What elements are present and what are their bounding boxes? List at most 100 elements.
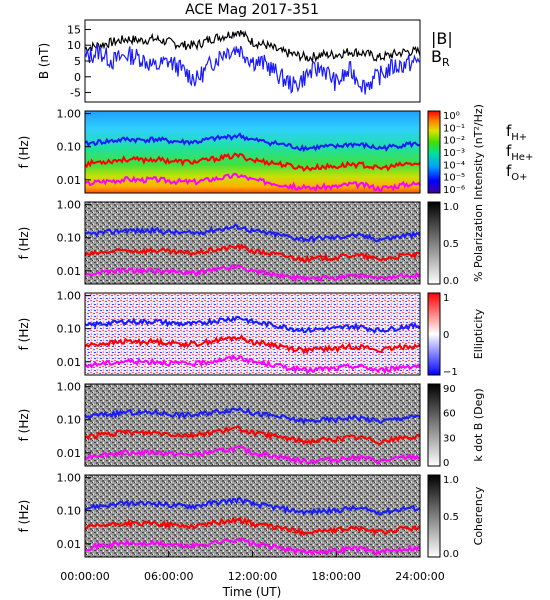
y-tick-label: 0.01 xyxy=(57,265,82,278)
y-axis-label: f (Hz) xyxy=(17,227,31,260)
x-tick-label: 12:00:00 xyxy=(228,570,277,583)
colorbar-tick-label: 1.0 xyxy=(443,202,459,213)
spectrogram-panel-5: 1.00 0.10 0.01 f (Hz) 1.0 0.5 0.0 Coherency xyxy=(17,472,485,560)
panel-b-field: 15 10 5 0 -5 B (nT) |B| BR xyxy=(37,19,453,103)
series-b-r xyxy=(84,42,421,95)
colorbar-tick-label: 0 xyxy=(443,458,449,469)
gyro-line-f-he xyxy=(84,516,421,537)
colorbar-kdotb xyxy=(427,383,441,467)
colorbar-intensity xyxy=(427,110,441,194)
colorbar-tick-label: 0.5 xyxy=(443,512,459,523)
colorbar-tick-label: 10⁻³ xyxy=(443,148,465,159)
y-tick-label: 0.10 xyxy=(57,141,82,154)
colorbar-ellipticity xyxy=(427,292,441,376)
colorbar-tick-label: −1 xyxy=(443,367,458,378)
y-tick-label: -5 xyxy=(70,87,81,100)
colorbar-tick-label: 10⁻⁶ xyxy=(443,185,465,196)
y-tick-label: 1.00 xyxy=(57,472,82,485)
colorbar-tick-label: 10⁰ xyxy=(443,111,460,122)
gyro-line-f-he xyxy=(84,333,421,355)
gyro-line-f-h xyxy=(84,406,421,426)
gyro-line-f-he xyxy=(84,152,421,173)
y-tick-label: 0.10 xyxy=(57,505,82,518)
colorbar-tick-label: 0.5 xyxy=(443,239,459,250)
gyro-line-f-o xyxy=(84,445,421,466)
gyro-line-f-he xyxy=(84,425,421,447)
y-axis-label: f (Hz) xyxy=(17,500,31,533)
spectrogram-panel-2: 1.00 0.10 0.01 f (Hz) 1.0 0.5 0.0 % Polarizatio… xyxy=(17,199,485,287)
y-tick-label: 0.01 xyxy=(57,174,82,187)
y-tick-label: 10 xyxy=(67,39,81,52)
colorbar-coherency xyxy=(427,474,441,558)
y-tick-label: 1.00 xyxy=(57,381,82,394)
chart-title: ACE Mag 2017-351 xyxy=(185,2,319,18)
spectrogram-panel-4: 1.00 0.10 0.01 f (Hz) 90 60 30 0 k dot B (Deg) xyxy=(17,381,485,469)
panel-frame xyxy=(84,110,421,194)
colorbar-label: % Polarization xyxy=(472,204,485,282)
colorbar-tick-label: 1.0 xyxy=(443,475,459,486)
x-axis-label: Time (UT) xyxy=(222,585,282,599)
panel-frame xyxy=(84,201,421,285)
y-tick-label: 0.10 xyxy=(57,323,82,336)
y-tick-label: 0.10 xyxy=(57,232,82,245)
x-tick-label: 18:00:00 xyxy=(312,570,361,583)
series-b-total xyxy=(84,30,421,64)
y-axis-label: f (Hz) xyxy=(17,318,31,351)
y-tick-label: 0.10 xyxy=(57,414,82,427)
panel-b-y-ticks: 15 10 5 0 -5 xyxy=(67,23,91,100)
colorbar-label: Ellipticity xyxy=(472,308,485,359)
y-tick-label: 0.01 xyxy=(57,356,82,369)
colorbar-tick-label: 10⁻¹ xyxy=(443,123,465,134)
spectrogram-panels: 1.000.100.01f (Hz)10⁰10⁻¹10⁻²10⁻³10⁻⁴10⁻… xyxy=(17,104,485,560)
y-tick-label: 1.00 xyxy=(57,199,82,212)
colorbar-tick-label: 10⁻⁴ xyxy=(443,160,465,171)
gyro-line-f-o xyxy=(84,172,421,192)
colorbar-tick-label: 10⁻² xyxy=(443,136,465,147)
y-axis-label: f (Hz) xyxy=(17,409,31,442)
colorbar-tick-label: 30 xyxy=(443,433,456,444)
colorbar-tick-label: 0.0 xyxy=(443,276,459,287)
x-tick-label: 24:00:00 xyxy=(395,570,444,583)
colorbar-label: Coherency xyxy=(472,486,485,545)
legend-f-o: fO+ xyxy=(506,162,528,183)
y-tick-label: 0.01 xyxy=(57,447,82,460)
gyro-line-f-h xyxy=(84,315,421,335)
panel-frame xyxy=(84,383,421,467)
x-tick-label: 06:00:00 xyxy=(144,570,193,583)
spectrogram-panel-3: 1.00 0.10 0.01 f (Hz) 1 0 −1 Ellipticity xyxy=(17,290,485,378)
gyro-line-f-h xyxy=(85,223,421,244)
legend-b-r: BR xyxy=(431,47,450,69)
gyro-line-f-he xyxy=(84,243,421,263)
gyro-legend: fH+ fHe+ fO+ xyxy=(506,122,533,183)
y-axis-label: f (Hz) xyxy=(17,136,31,169)
y-tick-label: 5 xyxy=(74,55,81,68)
colorbar-tick-label: 10⁻⁵ xyxy=(443,173,465,184)
gyro-line-f-o xyxy=(84,353,421,375)
colorbar-tick-label: 60 xyxy=(443,409,456,420)
gyro-line-f-h xyxy=(84,132,421,153)
colorbar-label: Intensity (nT²/Hz) xyxy=(472,104,485,200)
y-tick-label: 15 xyxy=(67,23,81,36)
colorbar-tick-label: 0 xyxy=(443,330,449,341)
y-tick-label: 1.00 xyxy=(57,290,82,303)
panel-b-ylabel: B (nT) xyxy=(37,43,51,79)
gyro-line-f-h xyxy=(84,496,421,517)
y-tick-label: 0.01 xyxy=(57,538,82,551)
y-tick-label: 1.00 xyxy=(57,108,82,121)
gyro-line-f-o xyxy=(84,537,421,557)
colorbar-tick-label: 1 xyxy=(443,293,449,304)
y-tick-label: 0 xyxy=(74,71,81,84)
legend-f-he: fHe+ xyxy=(506,142,533,163)
x-axis: 00:00:00 06:00:00 12:00:00 18:00:00 24:00:00 xyxy=(60,551,445,583)
colorbar-polarization xyxy=(427,201,441,285)
x-tick-label: 00:00:00 xyxy=(60,570,109,583)
colorbar-tick-label: 0.0 xyxy=(443,549,459,560)
legend-f-h: fH+ xyxy=(506,122,527,143)
gyro-line-f-o xyxy=(84,263,421,283)
colorbar-label: k dot B (Deg) xyxy=(472,388,485,461)
panel-frame xyxy=(84,292,421,376)
legend-b-total: |B| xyxy=(431,29,453,48)
colorbar-tick-label: 90 xyxy=(443,384,456,395)
